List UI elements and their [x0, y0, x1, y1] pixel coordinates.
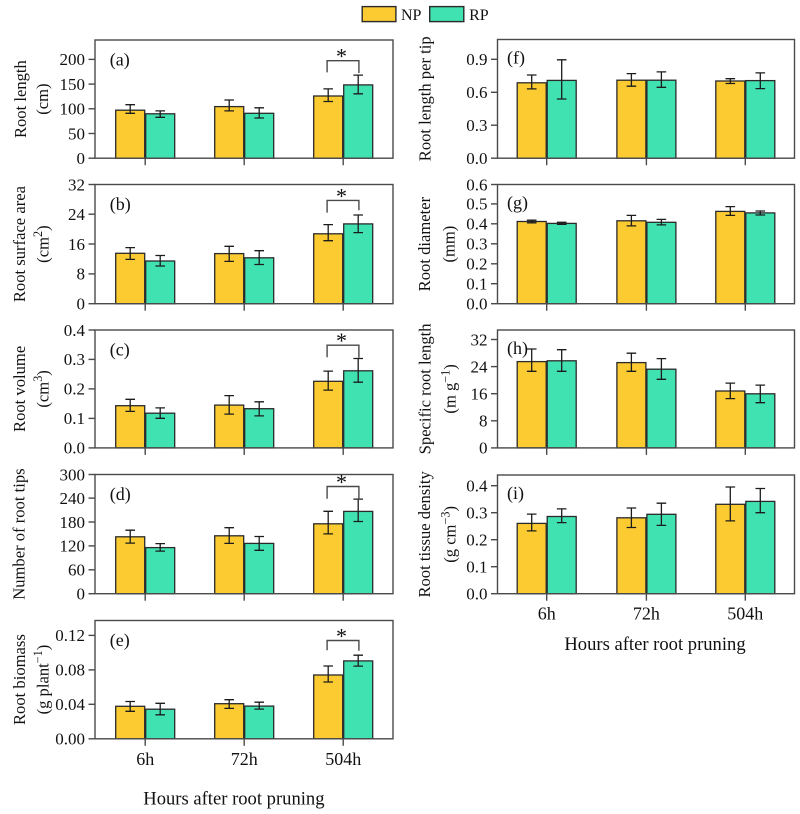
svg-text:*: *	[336, 183, 347, 208]
svg-text:(mm): (mm)	[440, 226, 459, 263]
svg-text:0.0: 0.0	[466, 295, 487, 314]
svg-text:(f): (f)	[507, 48, 525, 69]
svg-text:16: 16	[68, 235, 85, 254]
svg-text:(d): (d)	[110, 484, 131, 505]
svg-text:32: 32	[471, 330, 488, 349]
svg-text:(b): (b)	[110, 194, 131, 215]
svg-text:72h: 72h	[633, 604, 660, 624]
svg-text:180: 180	[60, 513, 86, 532]
svg-text:0.04: 0.04	[55, 695, 85, 714]
svg-text:0.1: 0.1	[466, 558, 487, 577]
svg-text:240: 240	[60, 489, 86, 508]
svg-text:(e): (e)	[110, 630, 130, 651]
svg-text:Root length per tip: Root length per tip	[416, 36, 435, 161]
svg-text:0.2: 0.2	[466, 255, 487, 274]
svg-text:0.4: 0.4	[466, 215, 488, 234]
svg-text:0.9: 0.9	[466, 50, 487, 69]
svg-text:(c): (c)	[110, 340, 130, 361]
svg-text:Hours after root pruning: Hours after root pruning	[143, 789, 324, 810]
svg-text:0.5: 0.5	[466, 195, 487, 214]
svg-text:0: 0	[77, 295, 86, 314]
svg-text:0.3: 0.3	[466, 504, 487, 523]
svg-text:60: 60	[68, 561, 85, 580]
svg-text:504h: 504h	[325, 749, 361, 769]
svg-text:6h: 6h	[538, 604, 556, 624]
svg-text:Root volume: Root volume	[10, 346, 29, 432]
svg-text:0: 0	[77, 585, 86, 604]
svg-text:*: *	[336, 624, 347, 649]
svg-text:(cm): (cm)	[33, 83, 52, 114]
svg-text:(i): (i)	[507, 483, 524, 504]
svg-text:0.0: 0.0	[466, 585, 487, 604]
svg-text:32: 32	[68, 175, 85, 194]
svg-text:Root biomass: Root biomass	[10, 634, 29, 725]
svg-text:*: *	[336, 44, 347, 69]
svg-text:0.3: 0.3	[64, 350, 85, 369]
svg-text:(cm3): (cm3)	[31, 370, 52, 407]
svg-text:0.3: 0.3	[466, 116, 487, 135]
svg-text:0.6: 0.6	[466, 175, 487, 194]
svg-text:(cm2): (cm2)	[31, 225, 52, 262]
svg-text:0.1: 0.1	[64, 409, 85, 428]
svg-text:Specific root length: Specific root length	[416, 323, 435, 455]
svg-text:0.0: 0.0	[64, 439, 85, 458]
svg-text:0.0: 0.0	[466, 149, 487, 168]
svg-text:Root tissue density: Root tissue density	[415, 471, 434, 598]
svg-text:NP: NP	[401, 7, 422, 24]
svg-text:(a): (a)	[110, 50, 130, 71]
svg-text:RP: RP	[469, 7, 489, 24]
svg-text:24: 24	[471, 357, 489, 376]
svg-text:0.2: 0.2	[64, 380, 85, 399]
svg-text:24: 24	[68, 205, 86, 224]
svg-text:150: 150	[60, 75, 86, 94]
svg-text:0.1: 0.1	[466, 275, 487, 294]
svg-text:120: 120	[60, 537, 86, 556]
svg-text:72h: 72h	[231, 749, 258, 769]
svg-text:504h: 504h	[727, 604, 763, 624]
svg-text:0.08: 0.08	[55, 661, 85, 680]
svg-text:100: 100	[60, 100, 86, 119]
svg-text:(g): (g)	[507, 193, 528, 214]
svg-text:0.4: 0.4	[466, 477, 488, 496]
svg-text:Number of root tips: Number of root tips	[10, 468, 29, 599]
svg-text:200: 200	[60, 50, 86, 69]
svg-text:0.00: 0.00	[55, 730, 85, 749]
svg-text:8: 8	[479, 412, 488, 431]
svg-text:0.2: 0.2	[466, 531, 487, 550]
svg-text:0: 0	[479, 439, 488, 458]
svg-text:8: 8	[77, 265, 86, 284]
svg-text:0.3: 0.3	[466, 235, 487, 254]
svg-text:Root surface area: Root surface area	[10, 185, 29, 302]
svg-text:16: 16	[471, 385, 488, 404]
svg-text:50: 50	[68, 124, 85, 143]
svg-text:0: 0	[77, 149, 86, 168]
svg-text:0.6: 0.6	[466, 83, 487, 102]
svg-text:0.4: 0.4	[64, 321, 86, 340]
svg-text:*: *	[336, 328, 347, 353]
svg-text:300: 300	[60, 465, 86, 484]
svg-text:Hours after root pruning: Hours after root pruning	[564, 634, 745, 655]
svg-text:*: *	[336, 470, 347, 495]
svg-text:(h): (h)	[507, 338, 528, 359]
svg-text:Root length: Root length	[11, 59, 30, 138]
svg-text:6h: 6h	[136, 749, 154, 769]
svg-text:Root diameter: Root diameter	[415, 196, 434, 291]
svg-text:0.12: 0.12	[55, 626, 85, 645]
